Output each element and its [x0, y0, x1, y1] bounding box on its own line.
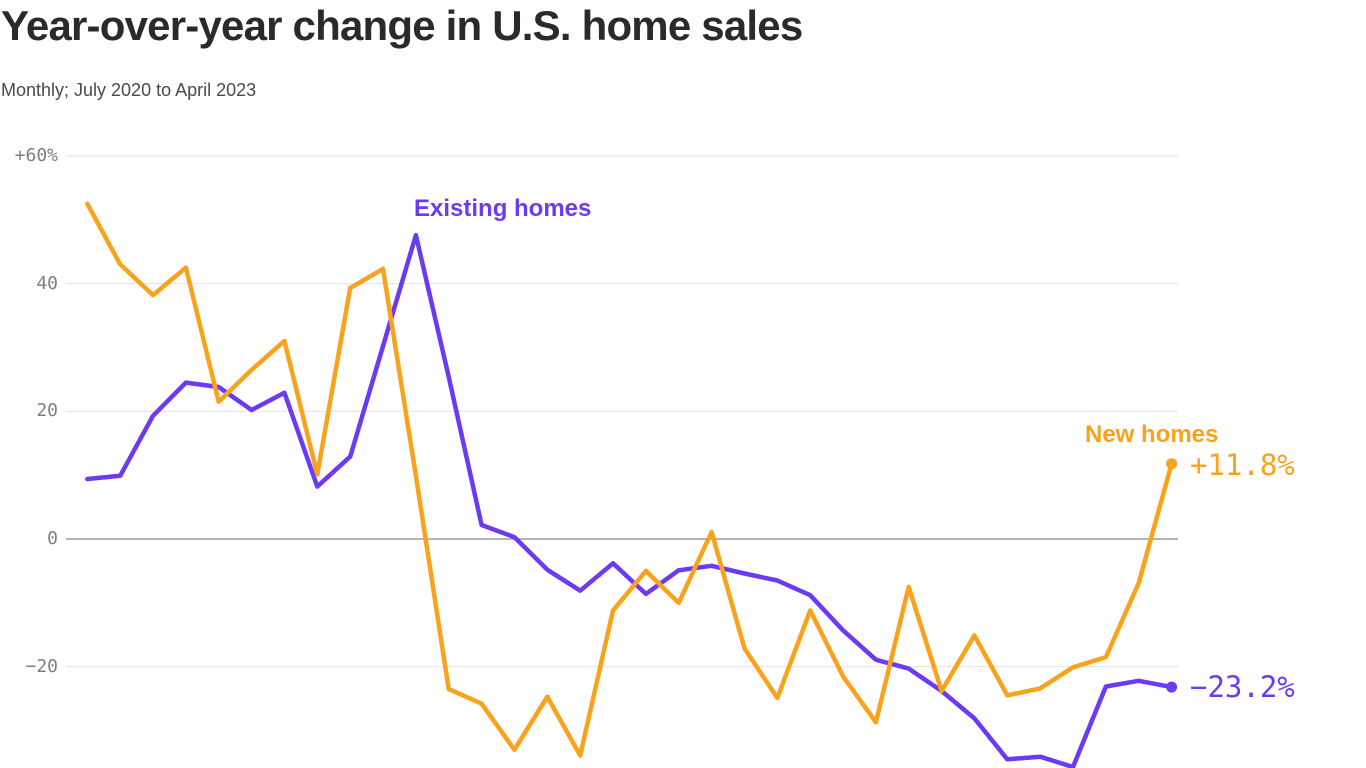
series-label-new-homes: New homes: [1085, 421, 1219, 448]
y-axis-tick-0: 0: [47, 528, 58, 549]
y-axis-tick-40: 40: [36, 273, 58, 294]
end-value-new-homes: +11.8%: [1190, 448, 1295, 482]
y-axis-tick-20: 20: [36, 400, 58, 421]
series-line-new-homes: [85, 201, 1174, 758]
endpoint-dot-existing-homes: [1166, 681, 1178, 693]
y-axis-tick-60: +60%: [14, 145, 58, 166]
endpoint-dot-new-homes: [1166, 458, 1178, 470]
series-line-existing-homes: [85, 232, 1174, 768]
y-axis-tick-neg20: −20: [25, 656, 58, 677]
series-label-existing-homes: Existing homes: [414, 195, 592, 222]
chart-title: Year-over-year change in U.S. home sales: [1, 2, 803, 49]
end-value-existing-homes: −23.2%: [1190, 670, 1295, 704]
chart-subtitle: Monthly; July 2020 to April 2023: [1, 80, 257, 100]
